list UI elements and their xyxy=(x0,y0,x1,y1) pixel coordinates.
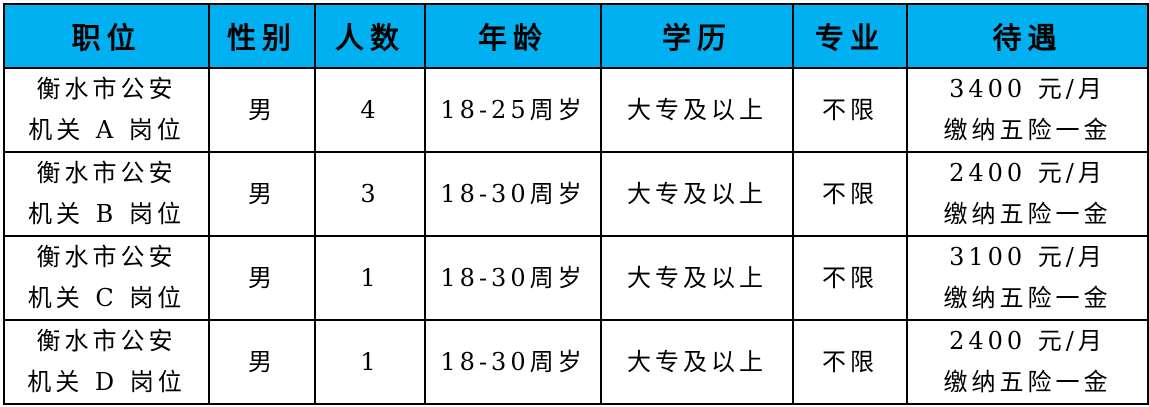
pay-cell-line: 缴纳五险一金 xyxy=(943,284,1112,312)
age-cell: 18-30周岁 xyxy=(424,235,602,321)
pay-cell: 2400 元/月 缴纳五险一金 xyxy=(906,151,1149,237)
pay-cell-line: 缴纳五险一金 xyxy=(943,116,1112,144)
header-position: 职位 xyxy=(3,3,210,69)
education-cell: 大专及以上 xyxy=(600,319,794,405)
position-cell-line: 衡水市公安 xyxy=(36,159,177,187)
count-cell: 1 xyxy=(314,235,426,321)
count-cell: 1 xyxy=(314,319,426,405)
count-cell: 4 xyxy=(314,67,426,153)
table-row: 衡水市公安 机关 C 岗位男 1 18-30周岁 大专及以上 不限 3100 元/月 缴纳五险… xyxy=(3,235,1149,321)
table-row: 衡水市公安 机关 D 岗位男 1 18-30周岁 大专及以上 不限 2400 元/月 缴纳五险… xyxy=(3,319,1149,405)
major-cell: 不限 xyxy=(792,235,908,321)
position-cell: 衡水市公安机关 A 岗位 xyxy=(3,67,210,153)
count-cell: 3 xyxy=(314,151,426,237)
position-cell-line: 机关 A 岗位 xyxy=(28,116,185,144)
education-cell: 大专及以上 xyxy=(600,235,794,321)
gender-cell: 男 xyxy=(208,67,316,153)
position-cell-line: 衡水市公安 xyxy=(36,327,177,355)
position-cell-line: 机关 C 岗位 xyxy=(27,284,186,312)
pay-cell-line: 缴纳五险一金 xyxy=(943,368,1112,396)
header-age: 年龄 xyxy=(424,3,602,69)
position-cell: 衡水市公安机关 C 岗位 xyxy=(3,235,210,321)
header-pay: 待遇 xyxy=(906,3,1149,69)
pay-cell-line: 2400 元/月 xyxy=(949,159,1106,187)
header-education: 学历 xyxy=(600,3,794,69)
age-cell: 18-25周岁 xyxy=(424,67,602,153)
header-major: 专业 xyxy=(792,3,908,69)
header-gender: 性别 xyxy=(208,3,316,69)
position-cell: 衡水市公安机关 D 岗位 xyxy=(3,319,210,405)
major-cell: 不限 xyxy=(792,151,908,237)
pay-cell-line: 2400 元/月 xyxy=(949,327,1106,355)
pay-cell-line: 缴纳五险一金 xyxy=(943,200,1112,228)
table-row: 衡水市公安 机关 B 岗位男 3 18-30周岁 大专及以上 不限 2400 元/月 缴纳五险… xyxy=(3,151,1149,237)
pay-cell-line: 3400 元/月 xyxy=(949,75,1106,103)
table-row: 衡水市公安 机关 A 岗位男 4 18-25周岁 大专及以上 不限 3400 元/月 缴纳五险… xyxy=(3,67,1149,153)
gender-cell: 男 xyxy=(208,151,316,237)
pay-cell: 3400 元/月 缴纳五险一金 xyxy=(906,67,1149,153)
recruitment-table: 职位 性别 人数 年龄 学历 专业 待遇 衡水市公安 机关 A 岗位男 4 18-25… xyxy=(3,3,1149,405)
position-cell-line: 机关 D 岗位 xyxy=(27,368,186,396)
position-cell: 衡水市公安机关 B 岗位 xyxy=(3,151,210,237)
gender-cell: 男 xyxy=(208,235,316,321)
education-cell: 大专及以上 xyxy=(600,151,794,237)
gender-cell: 男 xyxy=(208,319,316,405)
position-cell-line: 衡水市公安 xyxy=(36,243,177,271)
age-cell: 18-30周岁 xyxy=(424,151,602,237)
major-cell: 不限 xyxy=(792,319,908,405)
major-cell: 不限 xyxy=(792,67,908,153)
pay-cell-line: 3100 元/月 xyxy=(949,243,1106,271)
header-row: 职位 性别 人数 年龄 学历 专业 待遇 xyxy=(3,3,1149,69)
position-cell-line: 衡水市公安 xyxy=(36,75,177,103)
pay-cell: 3100 元/月 缴纳五险一金 xyxy=(906,235,1149,321)
age-cell: 18-30周岁 xyxy=(424,319,602,405)
header-count: 人数 xyxy=(314,3,426,69)
position-cell-line: 机关 B 岗位 xyxy=(28,200,185,228)
education-cell: 大专及以上 xyxy=(600,67,794,153)
pay-cell: 2400 元/月 缴纳五险一金 xyxy=(906,319,1149,405)
